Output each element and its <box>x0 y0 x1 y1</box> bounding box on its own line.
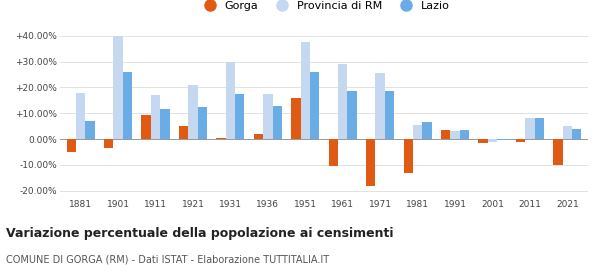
Bar <box>347 91 357 139</box>
Bar <box>329 139 338 166</box>
Bar <box>366 139 376 186</box>
Bar <box>516 139 525 142</box>
Bar <box>497 139 506 141</box>
Bar <box>553 139 563 165</box>
Bar <box>85 121 95 139</box>
Bar <box>179 126 188 139</box>
Bar <box>422 122 431 139</box>
Bar <box>488 139 497 142</box>
Bar <box>188 85 197 139</box>
Bar <box>217 138 226 139</box>
Text: Variazione percentuale della popolazione ai censimenti: Variazione percentuale della popolazione… <box>6 227 394 240</box>
Bar <box>385 91 394 139</box>
Bar <box>301 42 310 139</box>
Bar <box>525 118 535 139</box>
Bar <box>413 125 422 139</box>
Bar <box>113 36 123 139</box>
Bar <box>254 134 263 139</box>
Bar <box>123 72 132 139</box>
Bar <box>291 98 301 139</box>
Bar <box>235 94 244 139</box>
Bar <box>310 72 319 139</box>
Bar <box>376 73 385 139</box>
Bar <box>272 106 282 139</box>
Text: COMUNE DI GORGA (RM) - Dati ISTAT - Elaborazione TUTTITALIA.IT: COMUNE DI GORGA (RM) - Dati ISTAT - Elab… <box>6 255 329 265</box>
Bar <box>142 115 151 139</box>
Bar <box>226 62 235 139</box>
Bar <box>460 130 469 139</box>
Bar <box>441 130 451 139</box>
Bar <box>67 139 76 152</box>
Bar <box>197 107 207 139</box>
Bar <box>404 139 413 173</box>
Bar <box>104 139 113 148</box>
Legend: Gorga, Provincia di RM, Lazio: Gorga, Provincia di RM, Lazio <box>194 0 454 15</box>
Bar <box>160 109 170 139</box>
Bar <box>451 131 460 139</box>
Bar <box>338 64 347 139</box>
Bar <box>535 118 544 139</box>
Bar <box>563 126 572 139</box>
Bar <box>263 94 272 139</box>
Bar <box>76 93 85 139</box>
Bar <box>478 139 488 143</box>
Bar <box>151 95 160 139</box>
Bar <box>572 129 581 139</box>
